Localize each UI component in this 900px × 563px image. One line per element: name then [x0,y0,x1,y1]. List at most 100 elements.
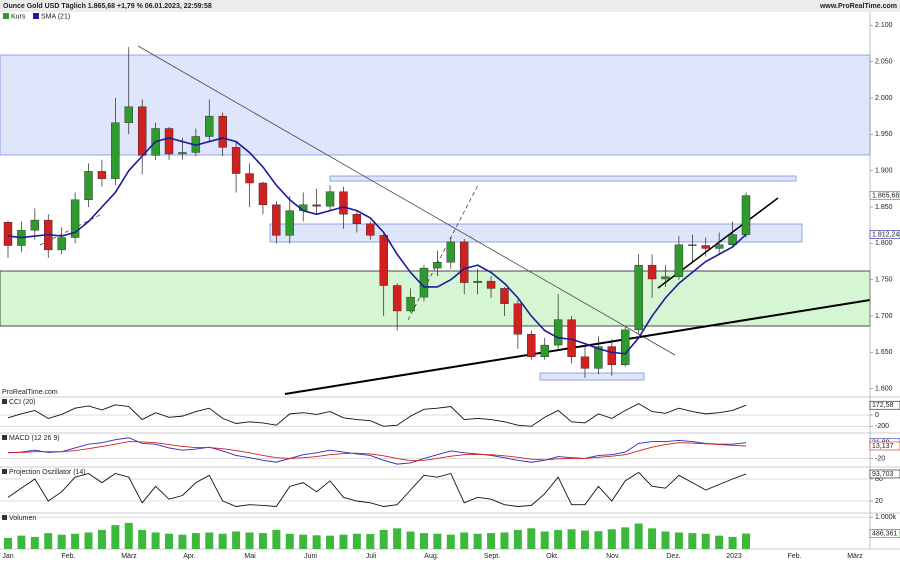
candle-body [84,171,93,200]
volume-bar [151,532,160,549]
panel-icon [2,515,7,520]
candle-body [70,199,80,238]
candle-body [419,267,429,298]
volume-bar [272,529,281,549]
y-tick-label: 1.850 [875,204,893,211]
y-tick-label: 0 [875,412,879,419]
volume-bar [460,532,469,549]
volume-bar [419,533,428,549]
candle-body [30,219,40,231]
candle-body [580,356,590,369]
last-value-tag [869,529,900,538]
candle-body [124,106,133,123]
volume-bar [621,527,630,549]
volume-bar [111,525,120,549]
volume-bar [258,533,267,549]
y-tick-label: 80 [875,476,883,483]
candle-body [486,280,496,289]
y-tick-label: 1.600 [875,386,893,393]
volume-bar [500,532,509,549]
panel-icon [2,399,7,404]
x-tick-label: Sept. [484,553,500,560]
volume-bar [406,531,415,549]
candle-body [433,262,442,269]
y-tick-label: 1.950 [875,131,893,138]
x-tick-label: Feb. [61,553,75,560]
candle-body [688,244,697,246]
line-series [7,403,747,427]
last-value-tag [869,441,900,451]
volume-bar [218,533,227,549]
panel-title: CCI (20) [9,399,35,406]
trend-line [137,45,676,356]
volume-bar [446,534,455,549]
y-tick-label: 1.750 [875,277,893,284]
candle-body [258,182,268,206]
volume-bar [540,531,549,549]
volume-bar [648,528,657,549]
zone-box [269,223,803,243]
candle-body [540,344,549,357]
volume-bar [473,533,482,549]
y-tick-label: 20 [875,498,883,505]
candle-body [205,115,214,137]
header-bar [0,0,900,12]
candle-body [272,204,281,236]
y-tick-label: 1.000k [875,514,897,521]
volume-bar [57,534,66,549]
volume-bar [17,535,26,549]
x-tick-label: Mai [244,553,256,560]
volume-bar [245,532,254,549]
last-value-label: 172,58 [872,402,894,409]
candle-body [460,241,469,283]
legend-swatch [3,13,9,19]
candle-body [594,346,603,369]
volume-bar [366,534,375,549]
x-tick-label: Apr. [183,553,196,560]
volume-bar [4,537,12,549]
line-series [8,441,747,462]
candle-body [3,222,13,246]
line-series [7,137,747,355]
candle-body [607,346,617,365]
candle-body [218,115,227,148]
volume-bar [205,532,214,549]
candle-body [661,276,670,280]
candle-body [285,210,294,236]
x-tick-label: Okt. [546,553,559,560]
line-series [7,437,747,465]
candle-body [137,106,147,156]
volume-bar [513,529,522,549]
candle-body [500,288,509,304]
support-zone [0,270,871,327]
x-tick-label: Juni [304,553,317,560]
trend-line [407,184,479,321]
candle-body [473,280,482,283]
candle-body [164,128,174,155]
x-tick-label: Jan [2,553,13,560]
volume-bar [580,530,589,549]
candle-body [312,204,321,207]
volume-bar [191,533,200,549]
y-tick-label: 2.050 [875,58,893,65]
candle-body [379,235,388,286]
candle-body [231,147,241,174]
volume-bar [554,529,563,549]
volume-bar [527,528,536,549]
volume-bar [742,533,750,549]
legend-label: SMA (21) [41,13,70,20]
zone-box [329,175,797,182]
volume-bar [393,528,402,549]
candle-body [57,237,66,251]
last-value-label: 13,137 [872,443,894,450]
last-value-tag [869,400,900,410]
candle-body [406,296,415,312]
panel-icon [2,435,7,440]
x-tick-label: Aug. [424,553,438,560]
volume-bar [97,529,106,549]
zone-box [539,372,645,381]
volume-bar [44,533,53,549]
header-title: Ounce Gold USD Täglich 1.865,68 +1,79 % … [3,3,212,10]
volume-bar [688,533,697,549]
last-value-label: 1.812,24 [872,231,899,238]
